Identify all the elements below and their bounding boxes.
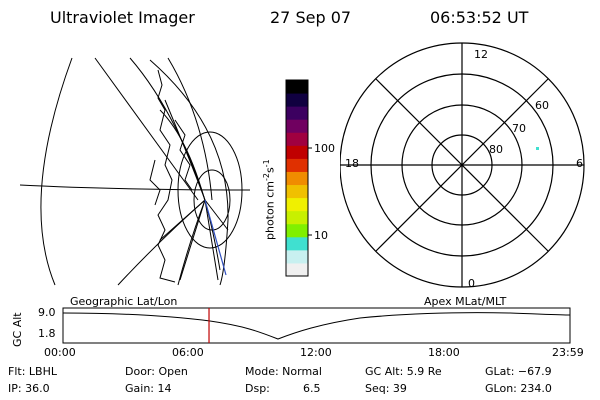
mlt-label-12: 12 — [474, 48, 488, 61]
colorbar-band — [286, 106, 308, 120]
glat-info: GLat: −67.9 — [485, 365, 552, 378]
lat-label-80: 80 — [489, 143, 503, 156]
colorbar-band — [286, 262, 308, 277]
mlt-label-0: 0 — [468, 277, 475, 290]
xtick-0000: 00:00 — [44, 346, 76, 359]
xtick-1800: 18:00 — [428, 346, 460, 359]
colorbar-band — [286, 132, 308, 146]
colorbar-unit-label: photon cm-2s-1 — [262, 159, 277, 240]
ip-info: IP: 36.0 — [8, 382, 50, 395]
colorbar-band — [286, 93, 308, 107]
altitude-ytick-9: 9.0 — [38, 306, 56, 319]
colorbar-tick-10: 10 — [314, 229, 328, 242]
colorbar-band — [286, 249, 308, 264]
door-info: Door: Open — [125, 365, 188, 378]
instrument-title: Ultraviolet Imager — [50, 8, 195, 27]
xtick-0600: 06:00 — [172, 346, 204, 359]
intensity-colorbar — [285, 79, 312, 277]
altitude-timeline-plot — [62, 307, 571, 344]
time-label: 06:53:52 UT — [430, 8, 529, 27]
gain-info: Gain: 14 — [125, 382, 172, 395]
geographic-lat-lon-label: Geographic Lat/Lon — [70, 295, 178, 308]
polar-plot: 12 18 6 0 60 70 80 — [340, 42, 585, 290]
lat-label-60: 60 — [535, 99, 549, 112]
filter-info: Flt: LBHL — [8, 365, 57, 378]
colorbar-band — [286, 145, 308, 159]
xtick-2359: 23:59 — [552, 346, 584, 359]
dsp-label: Dsp: — [245, 382, 270, 395]
colorbar-band — [286, 80, 308, 94]
colorbar-band — [286, 236, 308, 251]
mlt-label-6: 6 — [576, 157, 583, 170]
colorbar-band — [286, 171, 308, 186]
apex-mlat-mlt-label: Apex MLat/MLT — [424, 295, 507, 308]
lat-label-70: 70 — [512, 122, 526, 135]
mlt-label-18: 18 — [345, 157, 359, 170]
seq-info: Seq: 39 — [365, 382, 407, 395]
date-label: 27 Sep 07 — [270, 8, 352, 27]
colorbar-band — [286, 184, 308, 199]
colorbar-band — [286, 197, 308, 212]
gc-alt-info: GC Alt: 5.9 Re — [365, 365, 442, 378]
colorbar-band — [286, 223, 308, 238]
colorbar-band — [286, 158, 308, 172]
mode-info: Mode: Normal — [245, 365, 322, 378]
xtick-1200: 12:00 — [300, 346, 332, 359]
altitude-axis-label: GC Alt — [11, 312, 24, 347]
altitude-ytick-1-8: 1.8 — [38, 327, 56, 340]
colorbar-band — [286, 210, 308, 225]
colorbar-tick-100: 100 — [314, 142, 335, 155]
glon-info: GLon: 234.0 — [485, 382, 552, 395]
colorbar-band — [286, 119, 308, 133]
geographic-map — [19, 57, 250, 286]
polar-data-point — [536, 147, 539, 150]
dsp-value: 6.5 — [303, 382, 321, 395]
